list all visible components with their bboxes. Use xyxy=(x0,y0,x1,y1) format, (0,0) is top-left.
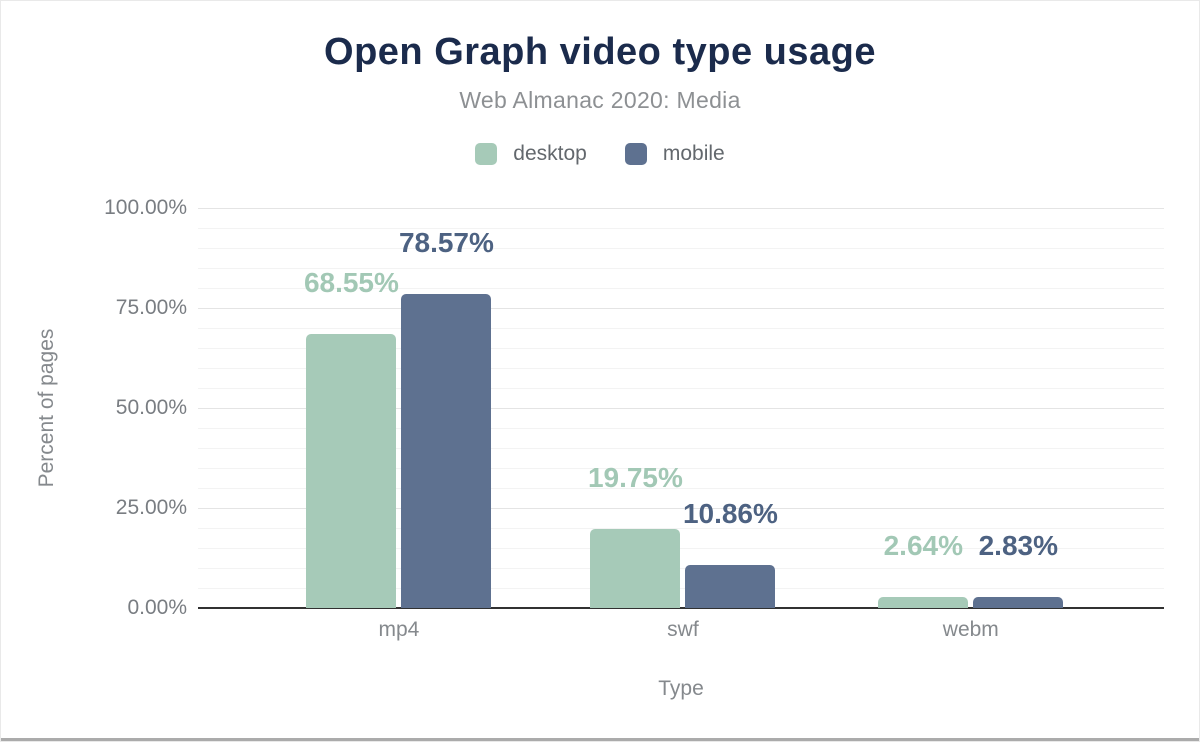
major-gridline xyxy=(198,208,1164,209)
major-gridline xyxy=(198,308,1164,309)
mobile-bar-mp4[interactable] xyxy=(401,293,492,608)
major-gridline xyxy=(198,408,1164,409)
y-tick-label: 100.00% xyxy=(104,196,187,219)
minor-gridline xyxy=(198,228,1164,229)
chart-title: Open Graph video type usage xyxy=(324,31,876,73)
minor-gridline xyxy=(198,248,1164,249)
y-tick-label: 25.00% xyxy=(115,496,187,519)
y-tick-label: 75.00% xyxy=(115,296,187,319)
minor-gridline xyxy=(198,588,1164,589)
footer-rule xyxy=(1,738,1199,741)
minor-gridline xyxy=(198,568,1164,569)
mobile-value-label-swf: 10.86% xyxy=(682,497,778,529)
desktop-bar-swf[interactable] xyxy=(590,529,681,608)
desktop-bar-webm[interactable] xyxy=(878,597,969,608)
major-gridline xyxy=(198,508,1164,509)
chart-subtitle: Web Almanac 2020: Media xyxy=(459,87,741,113)
category-label-swf: swf xyxy=(667,618,699,641)
minor-gridline xyxy=(198,288,1164,289)
legend: desktop mobile xyxy=(1,142,1199,166)
minor-gridline xyxy=(198,368,1164,369)
desktop-value-label-webm: 2.64% xyxy=(883,530,963,562)
category-label-webm: webm xyxy=(942,618,999,641)
mobile-value-label-mp4: 78.57% xyxy=(398,226,494,258)
minor-gridline xyxy=(198,468,1164,469)
minor-gridline xyxy=(198,328,1164,329)
x-axis-line xyxy=(198,607,1164,609)
minor-gridline xyxy=(198,348,1164,349)
desktop-value-label-mp4: 68.55% xyxy=(303,266,399,298)
category-label-mp4: mp4 xyxy=(378,618,420,641)
mobile-series-swatch xyxy=(624,143,647,165)
minor-gridline xyxy=(198,388,1164,389)
desktop-series-swatch xyxy=(475,143,498,165)
minor-gridline xyxy=(198,428,1164,429)
minor-gridline xyxy=(198,448,1164,449)
plot-area: 68.55% 78.57% 19.75% 10.86% 2.64% 2.83% xyxy=(198,208,1164,609)
mobile-bar-swf[interactable] xyxy=(685,564,776,608)
x-axis-title: Type xyxy=(658,677,704,700)
minor-gridline xyxy=(198,548,1164,549)
desktop-value-label-swf: 19.75% xyxy=(587,462,683,493)
y-tick-label: 0.00% xyxy=(127,596,187,619)
minor-gridline xyxy=(198,488,1164,489)
legend-item-mobile[interactable]: mobile xyxy=(624,142,725,166)
minor-gridline xyxy=(198,268,1164,269)
legend-item-desktop[interactable]: desktop xyxy=(475,142,587,166)
mobile-value-label-webm: 2.83% xyxy=(978,529,1058,561)
y-tick-label: 50.00% xyxy=(115,396,187,419)
legend-label-desktop: desktop xyxy=(513,142,587,165)
mobile-bar-webm[interactable] xyxy=(973,596,1064,608)
minor-gridline xyxy=(198,528,1164,529)
desktop-bar-mp4[interactable] xyxy=(306,333,397,608)
legend-label-mobile: mobile xyxy=(662,142,725,165)
